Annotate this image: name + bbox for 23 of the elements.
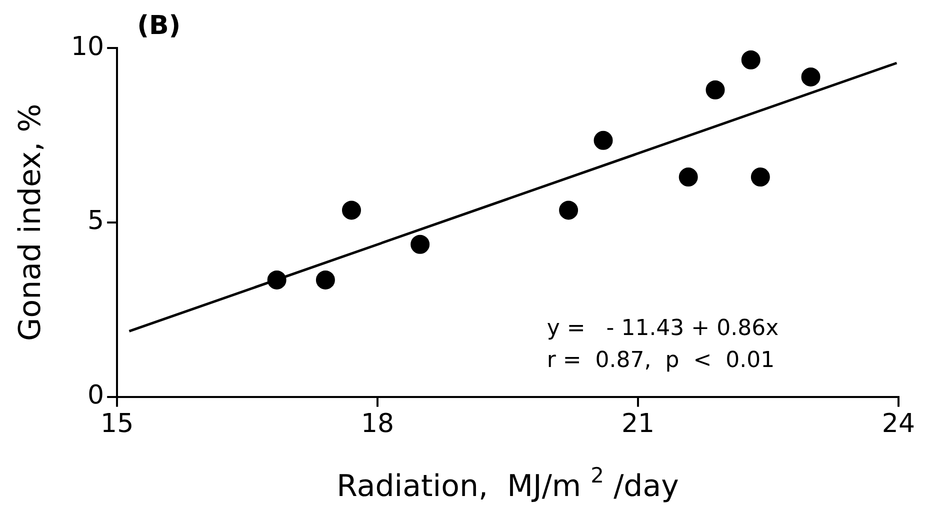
annotation: r = 0.87, p < 0.01 [546, 348, 775, 373]
point [267, 270, 286, 290]
x-tick-label: 15 [100, 409, 134, 440]
x-tick-label: 24 [882, 409, 916, 440]
y-axis-title: Gonad index, % [13, 104, 48, 342]
point [741, 50, 760, 70]
point [706, 80, 725, 100]
point [594, 130, 613, 150]
annotation: y = - 11.43 + 0.86x [546, 316, 779, 341]
point [801, 67, 820, 86]
point [316, 270, 335, 290]
point [678, 168, 698, 187]
y-tick-label: 5 [88, 206, 104, 236]
y-tick-label: 10 [70, 32, 104, 62]
point [410, 234, 430, 254]
point [559, 200, 578, 220]
x-tick-label: 21 [621, 409, 655, 440]
x-axis-title: Radiation, MJ/m 2 /day [336, 464, 679, 504]
y-tick-label: 0 [88, 380, 104, 411]
chart-title: (B) [137, 11, 181, 41]
point [342, 200, 361, 220]
point [750, 168, 770, 187]
x-tick-label: 18 [360, 409, 394, 440]
